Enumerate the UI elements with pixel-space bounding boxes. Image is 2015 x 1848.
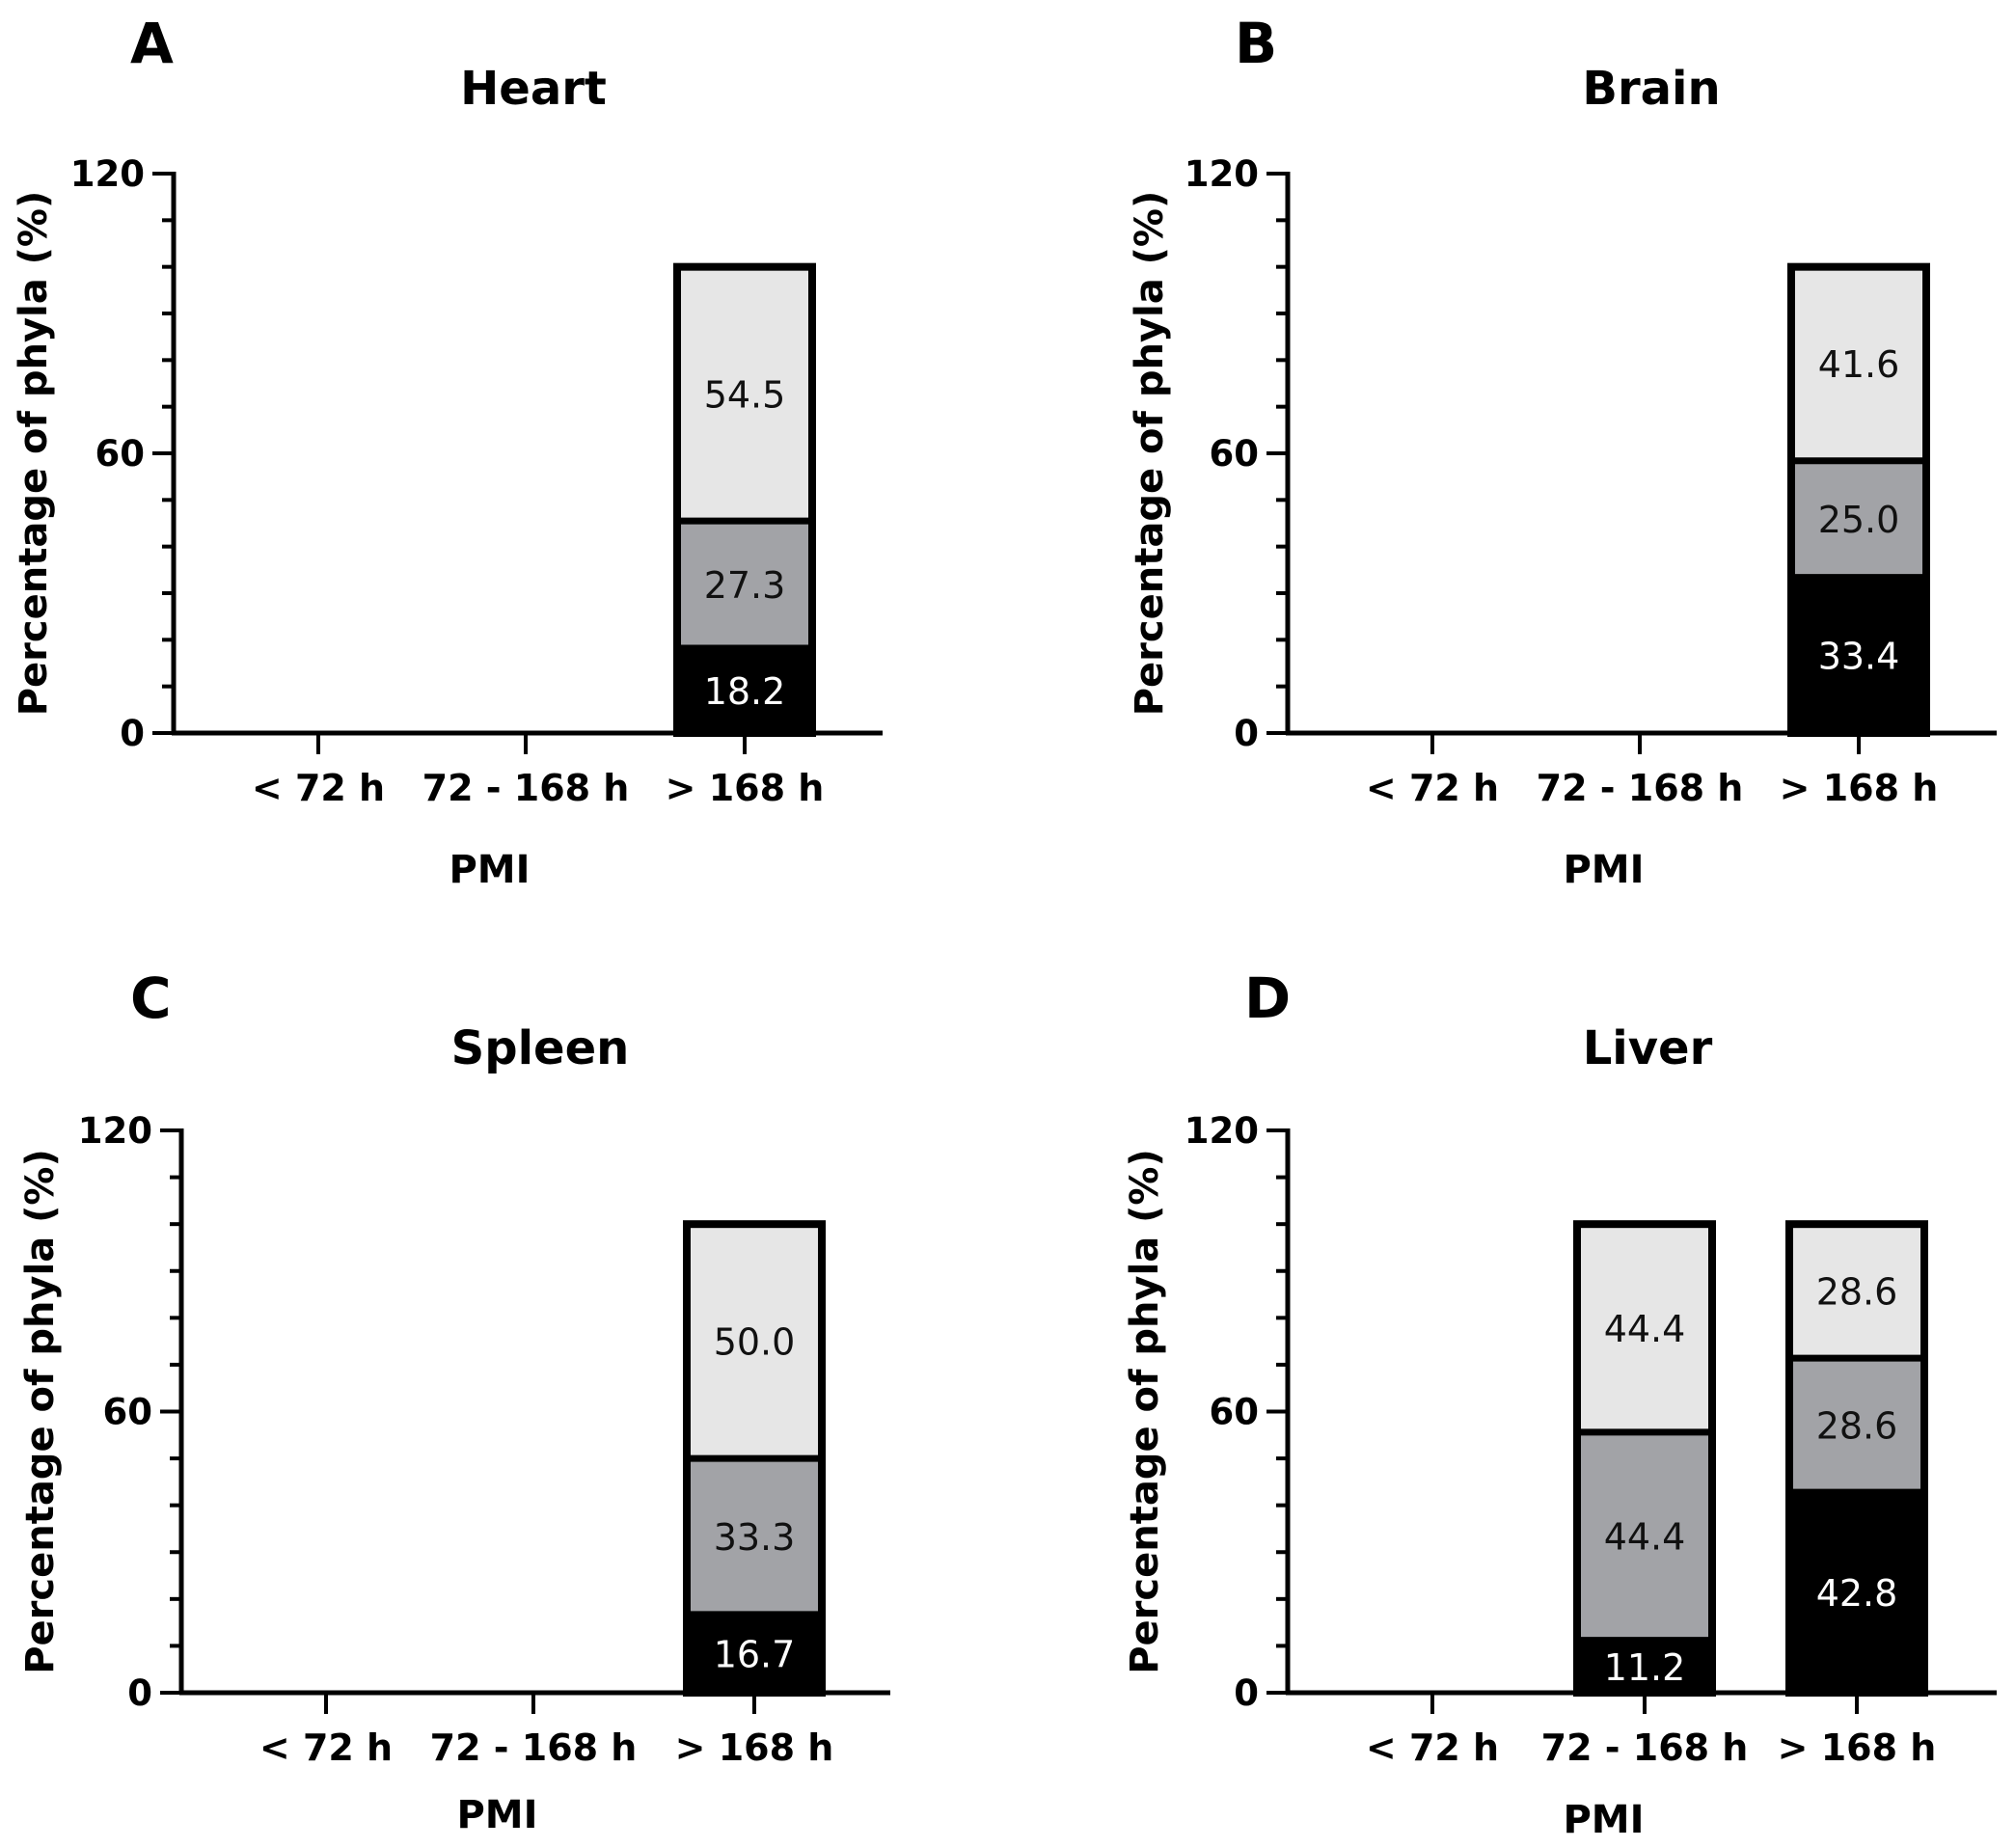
bar-segment-light (677, 266, 812, 522)
y-tick-label: 120 (1184, 1110, 1259, 1152)
y-tick-label: 60 (103, 1392, 153, 1433)
bar-segment-black (687, 1614, 822, 1693)
bar-segment-gray (1791, 460, 1926, 578)
bar-segment-black (1791, 577, 1926, 733)
bar-outline (1787, 262, 1930, 737)
chart-panel-d: D Liver 0 60 120 < 72 h 72 - 168 h > 168 h PMI Pe… (1123, 965, 1997, 1842)
x-tick-label: > 168 h (1778, 1726, 1937, 1769)
data-label: 28.6 (1816, 1271, 1898, 1314)
bar-segment-black (677, 648, 812, 733)
bar-segment-light (1789, 1224, 1924, 1359)
x-tick-label: 72 - 168 h (430, 1726, 638, 1769)
x-tick-label: > 168 h (1780, 767, 1939, 809)
x-tick-label: 72 - 168 h (1537, 767, 1744, 809)
chart-title: Brain (1582, 62, 1720, 116)
chart-panel-a: A Heart 0 60 120 < 72 h 72 - 168 h > 168 h PMI Pe… (12, 11, 883, 892)
data-label: 27.3 (704, 564, 786, 607)
bar-segment-gray (687, 1458, 822, 1615)
y-tick-label: 120 (70, 153, 145, 195)
data-label: 25.0 (1818, 499, 1900, 541)
panel-letter: B (1235, 11, 1277, 76)
x-tick-label: < 72 h (259, 1726, 393, 1769)
y-tick-label: 60 (1210, 1392, 1260, 1433)
data-label: 33.3 (714, 1516, 796, 1559)
bar-outline (673, 262, 816, 737)
bar-segment-gray (1577, 1431, 1712, 1641)
y-tick-label: 120 (1184, 153, 1259, 195)
x-tick-label: > 168 h (675, 1726, 834, 1769)
x-axis-label: PMI (456, 1793, 537, 1837)
x-tick-label: 72 - 168 h (1541, 1726, 1749, 1769)
panel-letter: C (130, 965, 172, 1031)
y-tick-label: 0 (120, 713, 145, 754)
y-tick-label: 0 (127, 1672, 152, 1714)
chart-panel-b: B Brain 0 60 120 < 72 h 72 - 168 h > 168 h PMI Pe… (1128, 11, 1997, 892)
data-label: 18.2 (704, 670, 786, 713)
x-tick-label: 72 - 168 h (422, 767, 630, 809)
data-label: 50.0 (714, 1321, 796, 1364)
bar-segment-gray (677, 521, 812, 649)
bar-segment-black (1789, 1492, 1924, 1693)
data-label: 41.6 (1818, 343, 1900, 386)
panel-letter: D (1244, 965, 1291, 1031)
chart-title: Heart (460, 62, 607, 116)
x-tick-label: < 72 h (1366, 1726, 1499, 1769)
panel-letter: A (130, 11, 174, 76)
chart-panel-c: C Spleen 0 60 120 < 72 h 72 - 168 h > 168 h PMI P… (18, 965, 890, 1837)
y-tick-label: 120 (78, 1110, 152, 1152)
bar-segment-gray (1789, 1358, 1924, 1493)
data-label: 42.8 (1816, 1572, 1898, 1615)
chart-title: Liver (1583, 1021, 1713, 1075)
data-label: 54.5 (704, 373, 786, 416)
data-label: 16.7 (714, 1633, 796, 1675)
y-axis-label: Percentage of phyla (%) (1128, 191, 1172, 717)
x-tick-label: < 72 h (252, 767, 385, 809)
x-axis-label: PMI (1563, 848, 1644, 892)
data-label: 28.6 (1816, 1405, 1898, 1448)
y-tick-label: 0 (1234, 713, 1259, 754)
x-axis-label: PMI (449, 848, 530, 892)
y-tick-label: 60 (95, 433, 146, 475)
bar-segment-light (687, 1224, 822, 1459)
bar-outline (1785, 1220, 1928, 1697)
data-label: 33.4 (1818, 635, 1900, 677)
x-tick-label: > 168 h (666, 767, 825, 809)
y-axis-label: Percentage of phyla (%) (18, 1149, 63, 1674)
x-tick-label: < 72 h (1366, 767, 1499, 809)
y-tick-label: 60 (1210, 433, 1260, 475)
data-label: 11.2 (1604, 1646, 1686, 1689)
data-label: 44.4 (1604, 1308, 1686, 1350)
bar-segment-light (1791, 266, 1926, 461)
x-axis-label: PMI (1563, 1798, 1644, 1842)
chart-title: Spleen (451, 1021, 630, 1075)
y-axis-label: Percentage of phyla (%) (1123, 1149, 1167, 1674)
y-axis-label: Percentage of phyla (%) (12, 191, 56, 717)
y-tick-label: 0 (1234, 1672, 1259, 1714)
bar-outline (1573, 1220, 1716, 1697)
bar-segment-black (1577, 1640, 1712, 1693)
bar-segment-light (1577, 1224, 1712, 1432)
data-label: 44.4 (1604, 1516, 1686, 1559)
